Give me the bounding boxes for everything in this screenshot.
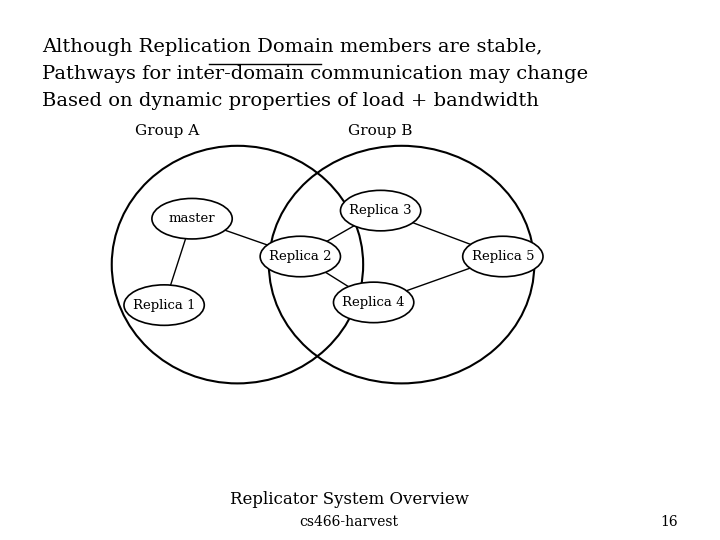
Ellipse shape	[260, 237, 341, 276]
Text: master: master	[168, 212, 215, 225]
Ellipse shape	[463, 237, 543, 276]
Text: Group B: Group B	[348, 124, 413, 138]
Text: Replica 2: Replica 2	[269, 250, 331, 263]
Ellipse shape	[341, 191, 420, 231]
Text: Replica 3: Replica 3	[349, 204, 412, 217]
Text: Based on dynamic properties of load + bandwidth: Based on dynamic properties of load + ba…	[42, 92, 539, 110]
Text: Group A: Group A	[135, 124, 199, 138]
Ellipse shape	[124, 285, 204, 325]
Text: 16: 16	[660, 515, 678, 529]
Text: Replica 4: Replica 4	[343, 296, 405, 309]
Text: Replica 1: Replica 1	[133, 299, 195, 312]
Ellipse shape	[333, 282, 414, 322]
Text: Although Replication Domain members are stable,: Although Replication Domain members are …	[42, 38, 542, 56]
Text: Replicator System Overview: Replicator System Overview	[230, 491, 469, 508]
Ellipse shape	[152, 198, 233, 239]
Text: Replica 5: Replica 5	[472, 250, 534, 263]
Text: Pathways for inter-domain communication may change: Pathways for inter-domain communication …	[42, 65, 588, 83]
Text: cs466-harvest: cs466-harvest	[300, 515, 399, 529]
